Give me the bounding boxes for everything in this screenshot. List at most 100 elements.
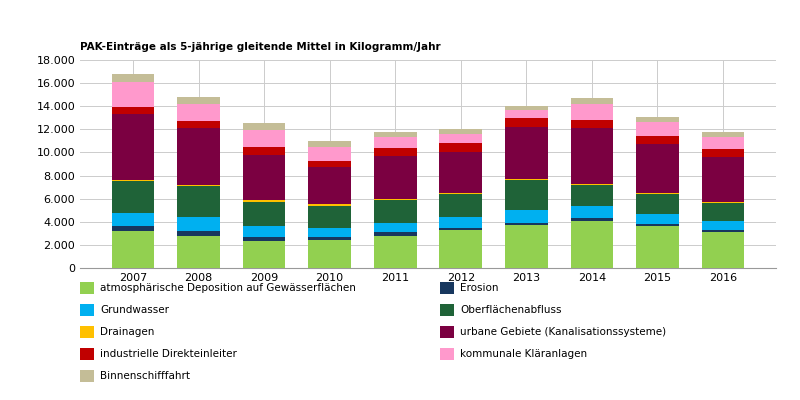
Bar [178,185,220,186]
Bar [112,231,154,268]
Bar [570,104,614,120]
Bar [636,194,678,214]
Bar [112,114,154,180]
Bar [636,193,678,194]
Text: Grundwasser: Grundwasser [100,305,169,315]
Bar [702,202,744,203]
Bar [702,230,744,232]
Bar [439,193,482,194]
Bar [112,180,154,181]
Bar [308,168,351,204]
Bar [570,218,614,221]
Bar [242,155,286,200]
Bar [242,202,286,226]
Bar [308,160,351,168]
Bar [505,106,548,110]
Bar [439,143,482,152]
Bar [374,132,417,137]
Bar [178,121,220,128]
Bar [636,136,678,144]
Bar [439,228,482,230]
Bar [505,127,548,179]
Bar [374,236,417,268]
Bar [439,129,482,134]
Bar [439,194,482,217]
Bar [570,185,614,206]
Bar [702,137,744,149]
Bar [570,128,614,184]
Bar [308,228,351,237]
Bar [636,214,678,224]
Bar [178,97,220,104]
Bar [178,217,220,231]
Bar [242,123,286,130]
Bar [112,181,154,212]
Bar [178,236,220,268]
Bar [439,230,482,268]
Bar [439,134,482,143]
Bar [505,118,548,127]
Bar [178,231,220,236]
Bar [242,237,286,242]
Bar [112,212,154,226]
Bar [505,225,548,268]
Text: industrielle Direkteinleiter: industrielle Direkteinleiter [100,349,237,359]
Text: Erosion: Erosion [460,283,498,293]
Bar [242,226,286,237]
Bar [505,223,548,225]
Bar [242,130,286,147]
Bar [242,242,286,268]
Bar [505,179,548,180]
Bar [570,120,614,128]
Bar [308,147,351,160]
Bar [702,157,744,202]
Bar [702,221,744,230]
Bar [702,132,744,137]
Bar [636,144,678,193]
Bar [374,223,417,232]
Bar [505,110,548,118]
Bar [374,137,417,148]
Bar [178,128,220,185]
Bar [308,141,351,147]
Bar [374,200,417,223]
Text: Binnenschifffahrt: Binnenschifffahrt [100,371,190,381]
Bar [242,147,286,155]
Bar [505,210,548,223]
Bar [636,224,678,226]
Bar [439,152,482,193]
Bar [374,232,417,236]
Bar [308,237,351,240]
Text: atmosphärische Deposition auf Gewässerflächen: atmosphärische Deposition auf Gewässerfl… [100,283,356,293]
Bar [570,221,614,268]
Text: Drainagen: Drainagen [100,327,154,337]
Bar [702,149,744,157]
Bar [178,104,220,121]
Bar [505,180,548,210]
Text: kommunale Kläranlagen: kommunale Kläranlagen [460,349,587,359]
Bar [112,226,154,231]
Bar [439,217,482,228]
Bar [308,240,351,268]
Bar [636,226,678,268]
Text: PAK-Einträge als 5-jährige gleitende Mittel in Kilogramm/Jahr: PAK-Einträge als 5-jährige gleitende Mit… [80,42,441,52]
Bar [702,203,744,221]
Bar [112,107,154,114]
Bar [374,199,417,200]
Bar [178,186,220,217]
Bar [636,117,678,122]
Bar [308,204,351,206]
Bar [308,206,351,228]
Bar [374,148,417,156]
Bar [702,232,744,268]
Bar [112,74,154,82]
Bar [570,98,614,104]
Text: urbane Gebiete (Kanalisationssysteme): urbane Gebiete (Kanalisationssysteme) [460,327,666,337]
Bar [242,200,286,202]
Bar [570,184,614,185]
Bar [374,156,417,199]
Bar [112,82,154,107]
Bar [636,122,678,136]
Text: Oberflächenabfluss: Oberflächenabfluss [460,305,562,315]
Bar [570,206,614,218]
